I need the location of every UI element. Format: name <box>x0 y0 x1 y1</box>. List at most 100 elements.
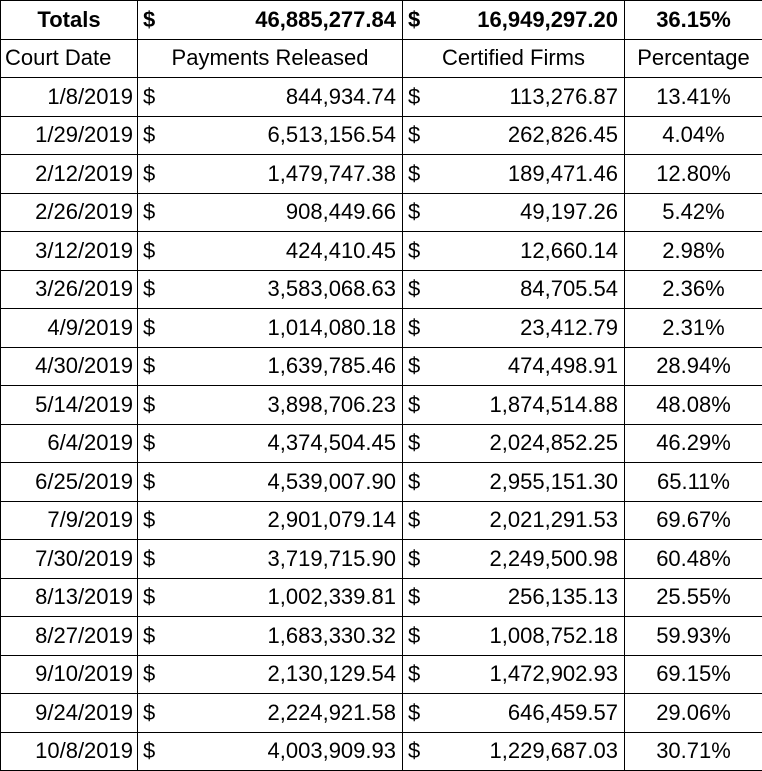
certified-currency-cell[interactable]: $ <box>403 501 425 540</box>
payments-currency-cell[interactable]: $ <box>138 386 160 425</box>
certified-amount-cell[interactable]: 49,197.26 <box>425 193 625 232</box>
certified-amount-cell[interactable]: 1,874,514.88 <box>425 386 625 425</box>
court-date-cell[interactable]: 3/12/2019 <box>1 232 138 271</box>
court-date-cell[interactable]: 9/10/2019 <box>1 655 138 694</box>
court-date-cell[interactable]: 4/30/2019 <box>1 347 138 386</box>
certified-currency-cell[interactable]: $ <box>403 617 425 656</box>
payments-amount-cell[interactable]: 2,130,129.54 <box>160 655 403 694</box>
court-date-cell[interactable]: 2/12/2019 <box>1 155 138 194</box>
payments-currency-cell[interactable]: $ <box>138 617 160 656</box>
header-certified-firms[interactable]: Certified Firms <box>403 39 625 78</box>
payments-amount-cell[interactable]: 3,719,715.90 <box>160 540 403 579</box>
certified-currency-cell[interactable]: $ <box>403 155 425 194</box>
court-date-cell[interactable]: 2/26/2019 <box>1 193 138 232</box>
payments-amount-cell[interactable]: 1,639,785.46 <box>160 347 403 386</box>
payments-currency-cell[interactable]: $ <box>138 578 160 617</box>
certified-currency-cell[interactable]: $ <box>403 232 425 271</box>
percentage-cell[interactable]: 69.67% <box>625 501 762 540</box>
payments-currency-cell[interactable]: $ <box>138 463 160 502</box>
court-date-cell[interactable]: 4/9/2019 <box>1 309 138 348</box>
totals-certified-currency[interactable]: $ <box>403 1 425 40</box>
percentage-cell[interactable]: 29.06% <box>625 694 762 733</box>
court-date-cell[interactable]: 3/26/2019 <box>1 270 138 309</box>
payments-currency-cell[interactable]: $ <box>138 270 160 309</box>
court-date-cell[interactable]: 8/13/2019 <box>1 578 138 617</box>
payments-amount-cell[interactable]: 1,002,339.81 <box>160 578 403 617</box>
certified-currency-cell[interactable]: $ <box>403 424 425 463</box>
payments-amount-cell[interactable]: 424,410.45 <box>160 232 403 271</box>
totals-label[interactable]: Totals <box>1 1 138 40</box>
percentage-cell[interactable]: 46.29% <box>625 424 762 463</box>
certified-amount-cell[interactable]: 474,498.91 <box>425 347 625 386</box>
payments-currency-cell[interactable]: $ <box>138 501 160 540</box>
payments-amount-cell[interactable]: 4,374,504.45 <box>160 424 403 463</box>
court-date-cell[interactable]: 7/30/2019 <box>1 540 138 579</box>
percentage-cell[interactable]: 2.31% <box>625 309 762 348</box>
certified-amount-cell[interactable]: 23,412.79 <box>425 309 625 348</box>
percentage-cell[interactable]: 25.55% <box>625 578 762 617</box>
payments-currency-cell[interactable]: $ <box>138 78 160 117</box>
payments-currency-cell[interactable]: $ <box>138 655 160 694</box>
certified-currency-cell[interactable]: $ <box>403 694 425 733</box>
payments-amount-cell[interactable]: 6,513,156.54 <box>160 116 403 155</box>
payments-currency-cell[interactable]: $ <box>138 540 160 579</box>
certified-currency-cell[interactable]: $ <box>403 386 425 425</box>
payments-currency-cell[interactable]: $ <box>138 155 160 194</box>
certified-amount-cell[interactable]: 2,249,500.98 <box>425 540 625 579</box>
court-date-cell[interactable]: 7/9/2019 <box>1 501 138 540</box>
court-date-cell[interactable]: 1/29/2019 <box>1 116 138 155</box>
court-date-cell[interactable]: 8/27/2019 <box>1 617 138 656</box>
payments-currency-cell[interactable]: $ <box>138 193 160 232</box>
court-date-cell[interactable]: 6/25/2019 <box>1 463 138 502</box>
certified-currency-cell[interactable]: $ <box>403 309 425 348</box>
court-date-cell[interactable]: 1/8/2019 <box>1 78 138 117</box>
percentage-cell[interactable]: 2.98% <box>625 232 762 271</box>
totals-percentage[interactable]: 36.15% <box>625 1 762 40</box>
payments-amount-cell[interactable]: 3,583,068.63 <box>160 270 403 309</box>
certified-amount-cell[interactable]: 12,660.14 <box>425 232 625 271</box>
certified-currency-cell[interactable]: $ <box>403 270 425 309</box>
court-date-cell[interactable]: 5/14/2019 <box>1 386 138 425</box>
percentage-cell[interactable]: 28.94% <box>625 347 762 386</box>
payments-currency-cell[interactable]: $ <box>138 694 160 733</box>
percentage-cell[interactable]: 65.11% <box>625 463 762 502</box>
totals-payments-amount[interactable]: 46,885,277.84 <box>160 1 403 40</box>
payments-amount-cell[interactable]: 2,224,921.58 <box>160 694 403 733</box>
totals-certified-amount[interactable]: 16,949,297.20 <box>425 1 625 40</box>
header-payments-released[interactable]: Payments Released <box>138 39 403 78</box>
payments-currency-cell[interactable]: $ <box>138 116 160 155</box>
certified-currency-cell[interactable]: $ <box>403 540 425 579</box>
percentage-cell[interactable]: 5.42% <box>625 193 762 232</box>
certified-currency-cell[interactable]: $ <box>403 116 425 155</box>
certified-currency-cell[interactable]: $ <box>403 347 425 386</box>
percentage-cell[interactable]: 59.93% <box>625 617 762 656</box>
header-percentage[interactable]: Percentage <box>625 39 762 78</box>
payments-currency-cell[interactable]: $ <box>138 309 160 348</box>
payments-amount-cell[interactable]: 3,898,706.23 <box>160 386 403 425</box>
percentage-cell[interactable]: 69.15% <box>625 655 762 694</box>
certified-currency-cell[interactable]: $ <box>403 463 425 502</box>
payments-amount-cell[interactable]: 1,479,747.38 <box>160 155 403 194</box>
certified-amount-cell[interactable]: 2,021,291.53 <box>425 501 625 540</box>
certified-amount-cell[interactable]: 256,135.13 <box>425 578 625 617</box>
certified-currency-cell[interactable]: $ <box>403 193 425 232</box>
percentage-cell[interactable]: 48.08% <box>625 386 762 425</box>
payments-currency-cell[interactable]: $ <box>138 424 160 463</box>
certified-currency-cell[interactable]: $ <box>403 578 425 617</box>
certified-amount-cell[interactable]: 1,008,752.18 <box>425 617 625 656</box>
percentage-cell[interactable]: 2.36% <box>625 270 762 309</box>
payments-amount-cell[interactable]: 844,934.74 <box>160 78 403 117</box>
certified-amount-cell[interactable]: 262,826.45 <box>425 116 625 155</box>
percentage-cell[interactable]: 60.48% <box>625 540 762 579</box>
certified-currency-cell[interactable]: $ <box>403 78 425 117</box>
payments-amount-cell[interactable]: 908,449.66 <box>160 193 403 232</box>
certified-amount-cell[interactable]: 2,955,151.30 <box>425 463 625 502</box>
payments-currency-cell[interactable]: $ <box>138 347 160 386</box>
certified-amount-cell[interactable]: 2,024,852.25 <box>425 424 625 463</box>
certified-amount-cell[interactable]: 84,705.54 <box>425 270 625 309</box>
certified-amount-cell[interactable]: 1,472,902.93 <box>425 655 625 694</box>
certified-amount-cell[interactable]: 113,276.87 <box>425 78 625 117</box>
court-date-cell[interactable]: 6/4/2019 <box>1 424 138 463</box>
percentage-cell[interactable]: 12.80% <box>625 155 762 194</box>
header-court-date[interactable]: Court Date <box>1 39 138 78</box>
